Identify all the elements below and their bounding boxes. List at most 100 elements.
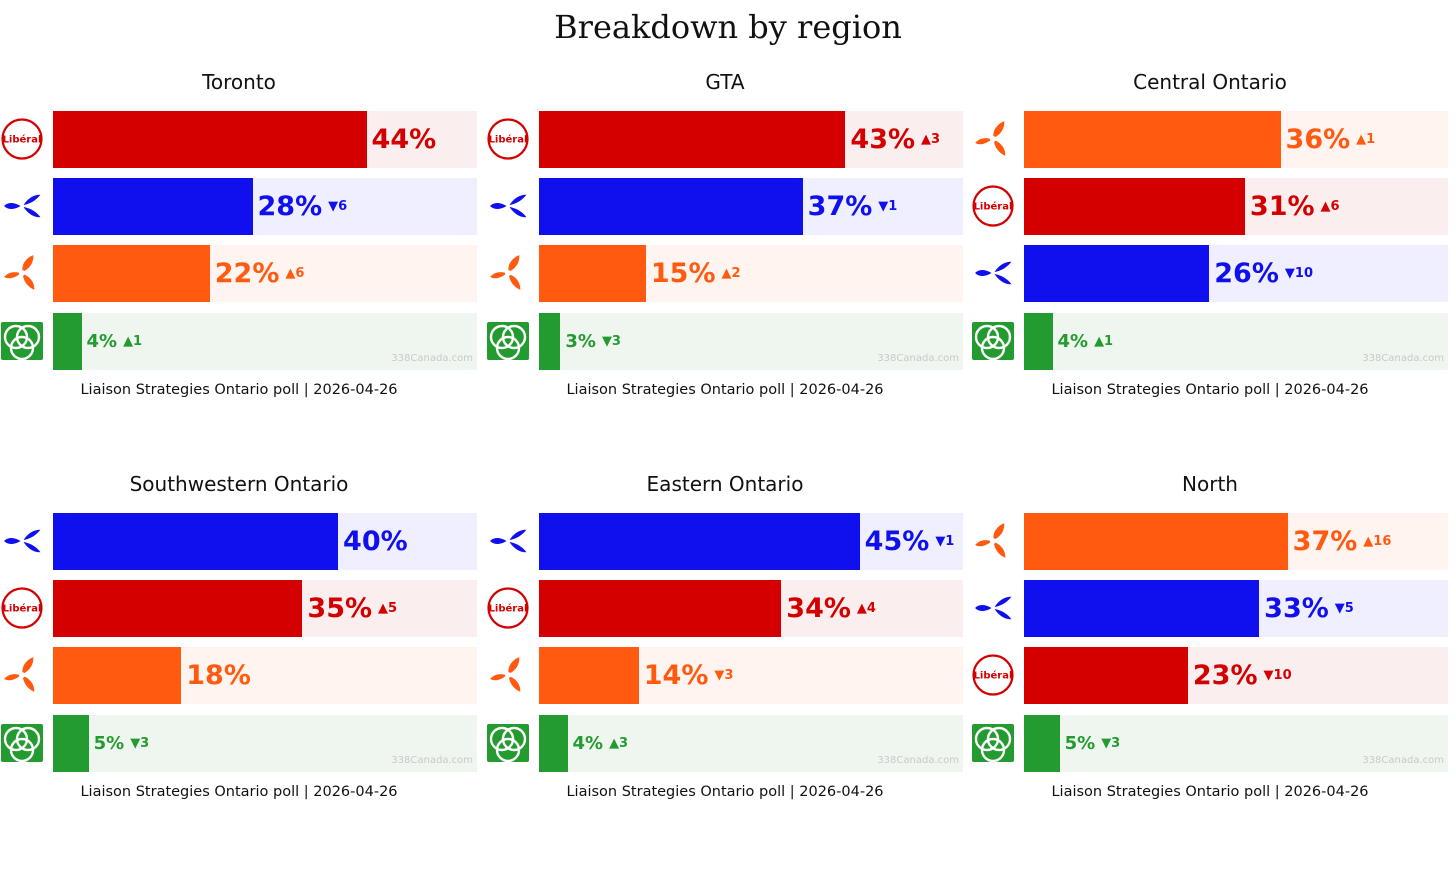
bar-track: 36% ▲1 xyxy=(1024,111,1448,168)
bar-row-lib: Libéral 43% ▲3 xyxy=(486,111,964,168)
value-label: 4% ▲1 xyxy=(87,313,143,370)
value-label: 36% ▲1 xyxy=(1286,111,1376,168)
source-caption: Liaison Strategies Ontario poll | 2026-0… xyxy=(1051,784,1369,800)
liberal-logo-icon: Libéral xyxy=(0,586,44,630)
bar-row-lib: Libéral 35% ▲5 xyxy=(0,580,478,637)
bar-row-lib: Libéral 23% ▼10 xyxy=(971,647,1449,704)
source-caption: Liaison Strategies Ontario poll | 2026-0… xyxy=(80,382,398,398)
bar-grn xyxy=(1024,715,1060,772)
value-label: 43% ▲3 xyxy=(850,111,940,168)
change-label: ▲16 xyxy=(1363,534,1392,549)
watermark: 338Canada.com xyxy=(877,755,959,766)
value-label: 14% ▼3 xyxy=(644,647,734,704)
change-label: ▼1 xyxy=(935,534,955,549)
change-label: ▼3 xyxy=(1101,736,1121,751)
value-label: 35% ▲5 xyxy=(307,580,397,637)
change-label: ▲2 xyxy=(721,266,741,281)
percent-label: 15% xyxy=(650,258,716,289)
value-label: 31% ▲6 xyxy=(1250,178,1340,235)
percent-label: 4% xyxy=(86,331,118,352)
value-label: 22% ▲6 xyxy=(215,245,305,302)
value-label: 3% ▼3 xyxy=(565,313,621,370)
change-label: ▼1 xyxy=(878,199,898,214)
bar-track: 45% ▼1 xyxy=(539,513,963,570)
liberal-logo-icon: Libéral xyxy=(486,117,530,161)
source-caption: Liaison Strategies Ontario poll | 2026-0… xyxy=(1051,382,1369,398)
bar-ndp xyxy=(1024,513,1288,570)
bar-row-grn: 4% ▲3 338Canada.com xyxy=(486,715,964,772)
percent-label: 22% xyxy=(214,258,280,289)
percent-label: 4% xyxy=(1057,331,1089,352)
bar-track: 5% ▼3 338Canada.com xyxy=(1024,715,1448,772)
bar-track: 4% ▲1 338Canada.com xyxy=(1024,313,1448,370)
bar-pc xyxy=(539,513,860,570)
ndp-trillium-logo-icon xyxy=(971,519,1015,563)
bar-ndp xyxy=(539,647,639,704)
percent-label: 33% xyxy=(1264,593,1329,624)
change-label: ▲6 xyxy=(1320,199,1340,214)
watermark: 338Canada.com xyxy=(877,353,959,364)
watermark: 338Canada.com xyxy=(391,755,473,766)
percent-label: 26% xyxy=(1214,258,1279,289)
bar-lib xyxy=(539,111,846,168)
bar-track: 37% ▼1 xyxy=(539,178,963,235)
percent-label: 3% xyxy=(565,331,596,352)
region-panel: North 37% ▲16 33% ▼5 Libéral 23% ▼10 5% ▼3 338Cana… xyxy=(971,472,1449,886)
bar-grn xyxy=(1024,313,1053,370)
change-label: ▲1 xyxy=(1356,132,1376,147)
watermark: 338Canada.com xyxy=(1362,353,1444,364)
change-label: ▲5 xyxy=(378,601,398,616)
watermark: 338Canada.com xyxy=(1362,755,1444,766)
percent-label: 44% xyxy=(371,124,437,155)
bar-track: 31% ▲6 xyxy=(1024,178,1448,235)
pc-trillium-logo-icon xyxy=(0,519,44,563)
value-label: 23% ▼10 xyxy=(1193,647,1292,704)
region-panel: Southwestern Ontario 40% Libéral 35% ▲5 18% 5%… xyxy=(0,472,478,886)
percent-label: 34% xyxy=(786,593,851,624)
bar-track: 44% xyxy=(53,111,477,168)
bar-track: 18% xyxy=(53,647,477,704)
region-panel: Central Ontario 36% ▲1 Libéral 31% ▲6 26% ▼10 4%… xyxy=(971,70,1449,484)
bar-row-pc: 37% ▼1 xyxy=(486,178,964,235)
ndp-trillium-logo-icon xyxy=(0,653,44,697)
green-trillium-logo-icon xyxy=(486,319,530,363)
value-label: 26% ▼10 xyxy=(1214,245,1313,302)
bar-row-ndp: 22% ▲6 xyxy=(0,245,478,302)
bar-row-pc: 45% ▼1 xyxy=(486,513,964,570)
green-trillium-logo-icon xyxy=(971,319,1015,363)
green-trillium-logo-icon xyxy=(971,721,1015,765)
value-label: 37% ▼1 xyxy=(808,178,898,235)
region-title: Toronto xyxy=(202,70,276,94)
bar-lib xyxy=(539,580,782,637)
percent-label: 28% xyxy=(257,191,323,222)
value-label: 45% ▼1 xyxy=(865,513,955,570)
percent-label: 31% xyxy=(1249,191,1315,222)
green-trillium-logo-icon xyxy=(0,319,44,363)
svg-text:Libéral: Libéral xyxy=(489,134,528,146)
percent-label: 4% xyxy=(572,733,604,754)
value-label: 15% ▲2 xyxy=(651,245,741,302)
bar-track: 26% ▼10 xyxy=(1024,245,1448,302)
change-label: ▲1 xyxy=(123,334,143,349)
bar-track: 15% ▲2 xyxy=(539,245,963,302)
bar-row-ndp: 15% ▲2 xyxy=(486,245,964,302)
change-label: ▼3 xyxy=(601,334,621,349)
pc-trillium-logo-icon xyxy=(971,251,1015,295)
svg-text:Libéral: Libéral xyxy=(974,201,1013,213)
region-title: Southwestern Ontario xyxy=(129,472,349,496)
value-label: 40% xyxy=(343,513,408,570)
bar-ndp xyxy=(1024,111,1281,168)
bar-row-pc: 40% xyxy=(0,513,478,570)
liberal-logo-icon: Libéral xyxy=(971,184,1015,228)
bar-grn xyxy=(539,313,561,370)
ndp-trillium-logo-icon xyxy=(486,251,530,295)
bar-track: 37% ▲16 xyxy=(1024,513,1448,570)
bar-track: 33% ▼5 xyxy=(1024,580,1448,637)
bar-lib xyxy=(53,111,367,168)
bar-row-ndp: 36% ▲1 xyxy=(971,111,1449,168)
value-label: 34% ▲4 xyxy=(786,580,876,637)
bar-ndp xyxy=(53,647,182,704)
bar-track: 5% ▼3 338Canada.com xyxy=(53,715,477,772)
bar-row-lib: Libéral 34% ▲4 xyxy=(486,580,964,637)
bar-track: 23% ▼10 xyxy=(1024,647,1448,704)
